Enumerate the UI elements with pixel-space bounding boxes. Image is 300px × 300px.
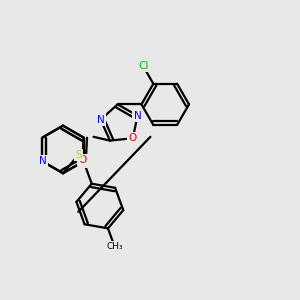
Text: O: O	[129, 133, 137, 143]
Text: CH₃: CH₃	[106, 242, 123, 251]
Text: N: N	[97, 115, 104, 125]
Text: N: N	[134, 111, 141, 121]
Text: O: O	[78, 155, 86, 165]
Text: S: S	[75, 150, 82, 160]
Text: Cl: Cl	[138, 61, 148, 71]
Text: N: N	[38, 156, 46, 166]
Text: N: N	[80, 156, 88, 166]
